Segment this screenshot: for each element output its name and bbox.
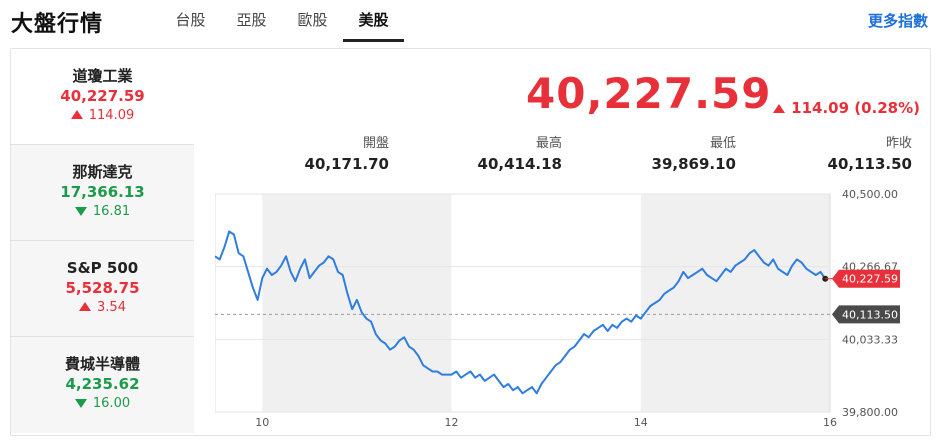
market-tabs: 台股 亞股 歐股 美股 [160,0,404,42]
stat-value: 40,171.70 [304,155,389,173]
index-sidebar: 道瓊工業 40,227.59 114.09 那斯達克 17,366.13 16.… [11,49,194,435]
index-change: 114.09 [11,106,194,126]
price-line [215,230,827,395]
sidebar-item-dow[interactable]: 道瓊工業 40,227.59 114.09 [11,49,194,145]
price-change-value: 114.09 (0.28%) [791,99,920,117]
index-value: 5,528.75 [65,279,140,297]
sidebar-item-sox[interactable]: 費城半導體 4,235.62 16.00 [11,337,194,433]
x-tick-label: 16 [823,416,837,429]
stat-label: 最高 [535,136,562,151]
prev-close-label: 40,113.50 [842,308,898,321]
index-name: 道瓊工業 [72,67,133,85]
stat-label: 開盤 [362,136,389,151]
y-tick-label: 40,500.00 [842,189,898,201]
triangle-down-icon [74,399,87,408]
index-change-value: 3.54 [97,300,126,315]
index-change-value: 16.81 [92,204,131,219]
page-title: 大盤行情 [11,12,104,37]
tab-us[interactable]: 美股 [343,0,404,42]
price-change: 114.09 (0.28%) [773,99,920,117]
stat-label: 最低 [709,136,736,151]
index-change-value: 114.09 [88,108,135,123]
tab-europe[interactable]: 歐股 [297,11,328,29]
x-tick-label: 14 [634,416,648,429]
index-value: 40,227.59 [60,87,145,105]
current-price: 40,227.59 [526,69,772,118]
more-indices-link[interactable]: 更多指數 [867,12,928,30]
sidebar-item-nasdaq[interactable]: 那斯達克 17,366.13 16.81 [11,145,194,241]
triangle-up-icon [70,110,83,119]
index-name: S&P 500 [66,259,139,277]
stat-high: 最高 40,414.18 [432,135,562,175]
index-change-value: 16.00 [92,396,131,411]
y-tick-label: 39,800.00 [842,406,898,419]
stat-value: 39,869.10 [651,155,736,173]
x-tick-label: 10 [255,416,269,429]
index-name: 那斯達克 [72,163,133,181]
trading-hours-band [262,194,452,412]
triangle-up-icon [79,302,92,311]
stat-open: 開盤 40,171.70 [259,135,389,175]
index-change: 16.81 [11,202,194,222]
market-card: 道瓊工業 40,227.59 114.09 那斯達克 17,366.13 16.… [10,48,931,436]
triangle-up-icon [773,104,786,113]
stat-label: 昨收 [885,136,912,151]
index-name: 費城半導體 [64,355,140,373]
triangle-down-icon [74,207,87,216]
last-price-tag [832,269,900,288]
index-change: 3.54 [11,298,194,318]
last-price-label: 40,227.59 [842,273,898,286]
stat-value: 40,113.50 [827,155,912,173]
trading-hours-band [640,194,830,412]
prev-close-tag [832,305,900,324]
tab-taiwan[interactable]: 台股 [175,11,206,29]
tab-asia[interactable]: 亞股 [236,11,267,29]
x-tick-label: 12 [445,416,459,429]
index-value: 4,235.62 [65,375,140,393]
stat-prev-close: 昨收 40,113.50 [782,135,912,175]
stat-value: 40,414.18 [477,155,562,173]
sidebar-item-sp500[interactable]: S&P 500 5,528.75 3.54 [11,241,194,337]
stat-low: 最低 39,869.10 [606,135,736,175]
index-value: 17,366.13 [60,183,145,201]
y-tick-label: 40,033.33 [842,333,898,346]
index-change: 16.00 [11,394,194,414]
